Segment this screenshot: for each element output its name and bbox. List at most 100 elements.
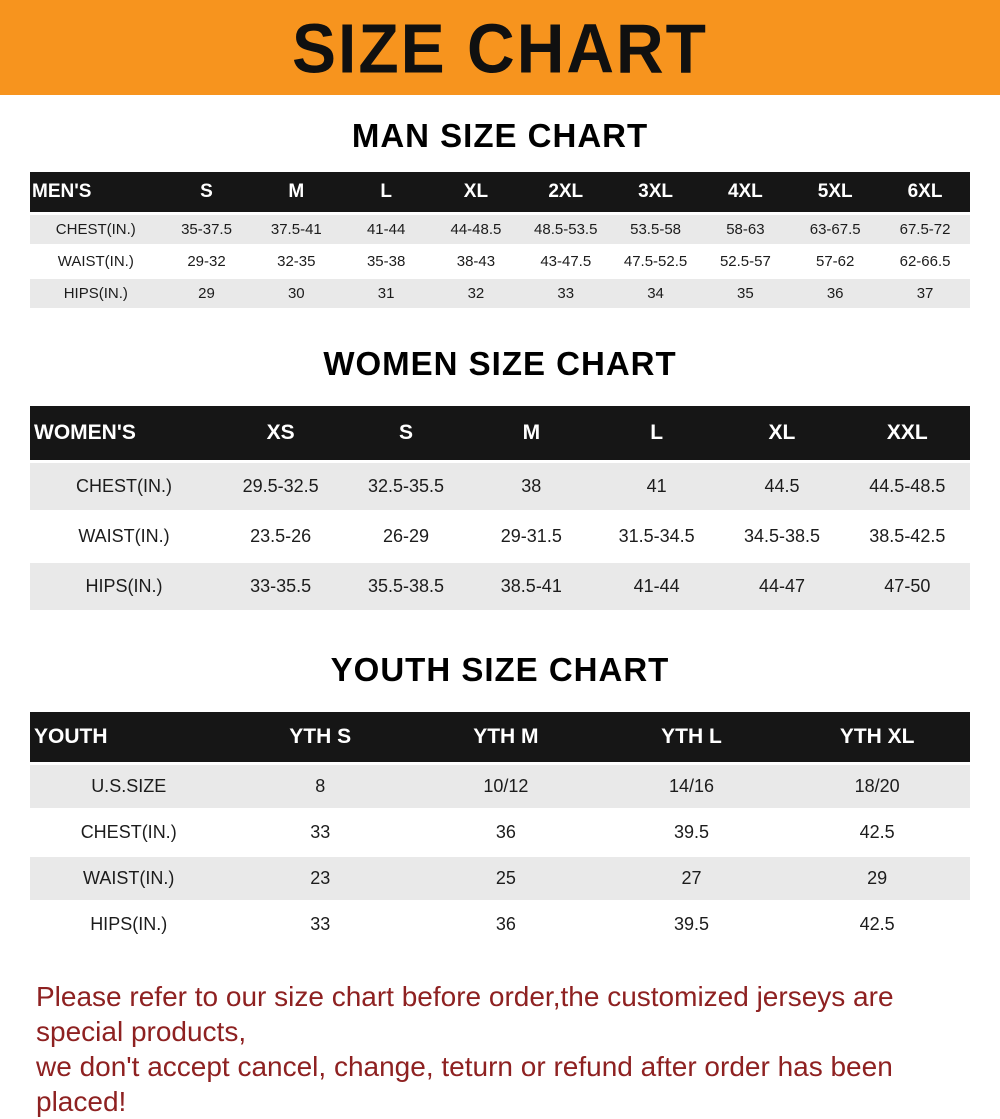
table-row: HIPS(IN.) 33-35.5 35.5-38.5 38.5-41 41-44 44-… xyxy=(30,563,970,610)
row-label-cell: WAIST(IN.) xyxy=(30,857,228,900)
table-header-row: WOMEN'S XS S M L XL XXL xyxy=(30,406,970,460)
banner: SIZE CHART xyxy=(0,0,1000,95)
value-cell: 35.5-38.5 xyxy=(343,563,469,610)
man-size-chart-section: MAN SIZE CHART MEN'S S M L XL 2XL 3XL 4XL 5XL 6XL… xyxy=(0,117,1000,311)
table-row: HIPS(IN.) 33 36 39.5 42.5 xyxy=(30,903,970,946)
value-cell: 33 xyxy=(227,811,414,854)
section-title: YOUTH SIZE CHART xyxy=(330,651,670,688)
row-label-cell: HIPS(IN.) xyxy=(30,563,218,610)
size-header-cell: M xyxy=(468,406,594,460)
value-cell: 29 xyxy=(161,279,252,308)
value-cell: 38 xyxy=(468,463,594,510)
size-header-cell: XS xyxy=(218,406,344,460)
value-cell: 42.5 xyxy=(784,811,970,854)
value-cell: 32 xyxy=(431,279,521,308)
value-cell: 35-37.5 xyxy=(161,215,252,244)
value-cell: 41-44 xyxy=(341,215,432,244)
size-header-cell: XL xyxy=(431,172,521,212)
row-label-cell: CHEST(IN.) xyxy=(30,463,218,510)
value-cell: 47.5-52.5 xyxy=(610,247,701,276)
table-title-cell: YOUTH xyxy=(30,712,228,762)
table-row: HIPS(IN.) 29 30 31 32 33 34 35 36 37 xyxy=(30,279,970,308)
value-cell: 32-35 xyxy=(251,247,342,276)
value-cell: 30 xyxy=(251,279,342,308)
row-label-cell: CHEST(IN.) xyxy=(30,215,162,244)
disclaimer-line-2: we don't accept cancel, change, teturn o… xyxy=(36,1051,893,1117)
size-header-cell: 2XL xyxy=(520,172,611,212)
value-cell: 37 xyxy=(880,279,970,308)
value-cell: 36 xyxy=(413,903,599,946)
value-cell: 29 xyxy=(784,857,970,900)
row-label-cell: HIPS(IN.) xyxy=(30,279,162,308)
value-cell: 31.5-34.5 xyxy=(593,513,720,560)
value-cell: 26-29 xyxy=(343,513,469,560)
size-header-cell: XL xyxy=(719,406,845,460)
disclaimer: Please refer to our size chart before or… xyxy=(0,979,1000,1119)
youth-size-chart-section: YOUTH SIZE CHART YOUTH YTH S YTH M YTH L YTH… xyxy=(0,651,1000,949)
value-cell: 29.5-32.5 xyxy=(218,463,344,510)
value-cell: 48.5-53.5 xyxy=(520,215,611,244)
section-title: WOMEN SIZE CHART xyxy=(323,345,677,382)
size-header-cell: YTH XL xyxy=(784,712,970,762)
size-header-cell: L xyxy=(593,406,720,460)
table-row: U.S.SIZE 8 10/12 14/16 18/20 xyxy=(30,765,970,808)
women-size-table: WOMEN'S XS S M L XL XXL CHEST(IN.) 29.5-32.5 32.5… xyxy=(30,403,970,613)
value-cell: 38-43 xyxy=(431,247,521,276)
table-row: WAIST(IN.) 23.5-26 26-29 29-31.5 31.5-34.5 34… xyxy=(30,513,970,560)
size-header-cell: S xyxy=(161,172,252,212)
table-header-row: MEN'S S M L XL 2XL 3XL 4XL 5XL 6XL xyxy=(30,172,970,212)
man-size-table: MEN'S S M L XL 2XL 3XL 4XL 5XL 6XL CHEST(IN.) 35-37… xyxy=(30,169,970,311)
row-label-cell: CHEST(IN.) xyxy=(30,811,228,854)
youth-size-table: YOUTH YTH S YTH M YTH L YTH XL U.S.SIZE 8 10/12… xyxy=(30,709,970,949)
value-cell: 31 xyxy=(341,279,432,308)
value-cell: 52.5-57 xyxy=(700,247,791,276)
value-cell: 8 xyxy=(227,765,414,808)
value-cell: 36 xyxy=(413,811,599,854)
size-header-cell: L xyxy=(341,172,432,212)
value-cell: 29-31.5 xyxy=(468,513,594,560)
table-title-cell: MEN'S xyxy=(30,172,162,212)
value-cell: 29-32 xyxy=(161,247,252,276)
value-cell: 23.5-26 xyxy=(218,513,344,560)
size-header-cell: YTH M xyxy=(413,712,599,762)
value-cell: 47-50 xyxy=(844,563,970,610)
disclaimer-line-1: Please refer to our size chart before or… xyxy=(36,981,894,1047)
value-cell: 10/12 xyxy=(413,765,599,808)
value-cell: 44-48.5 xyxy=(431,215,521,244)
value-cell: 57-62 xyxy=(790,247,881,276)
table-header-row: YOUTH YTH S YTH M YTH L YTH XL xyxy=(30,712,970,762)
row-label-cell: WAIST(IN.) xyxy=(30,247,162,276)
value-cell: 32.5-35.5 xyxy=(343,463,469,510)
value-cell: 41-44 xyxy=(593,563,720,610)
value-cell: 27 xyxy=(598,857,785,900)
value-cell: 53.5-58 xyxy=(610,215,701,244)
size-header-cell: 5XL xyxy=(790,172,881,212)
table-title-cell: WOMEN'S xyxy=(30,406,218,460)
value-cell: 33 xyxy=(520,279,611,308)
value-cell: 33 xyxy=(227,903,414,946)
section-title: MAN SIZE CHART xyxy=(351,117,649,154)
value-cell: 42.5 xyxy=(784,903,970,946)
value-cell: 36 xyxy=(790,279,881,308)
value-cell: 37.5-41 xyxy=(251,215,342,244)
value-cell: 41 xyxy=(593,463,720,510)
size-header-cell: 4XL xyxy=(700,172,791,212)
value-cell: 35-38 xyxy=(341,247,432,276)
size-header-cell: 3XL xyxy=(610,172,701,212)
table-row: WAIST(IN.) 23 25 27 29 xyxy=(30,857,970,900)
value-cell: 35 xyxy=(700,279,791,308)
value-cell: 18/20 xyxy=(784,765,970,808)
size-header-cell: YTH S xyxy=(227,712,414,762)
size-header-cell: 6XL xyxy=(880,172,970,212)
value-cell: 34 xyxy=(610,279,701,308)
size-header-cell: M xyxy=(251,172,342,212)
row-label-cell: HIPS(IN.) xyxy=(30,903,228,946)
value-cell: 38.5-41 xyxy=(468,563,594,610)
women-size-chart-section: WOMEN SIZE CHART WOMEN'S XS S M L XL XXL CHEST(… xyxy=(0,345,1000,613)
value-cell: 34.5-38.5 xyxy=(719,513,845,560)
value-cell: 39.5 xyxy=(598,903,785,946)
value-cell: 44.5-48.5 xyxy=(844,463,970,510)
value-cell: 25 xyxy=(413,857,599,900)
value-cell: 38.5-42.5 xyxy=(844,513,970,560)
